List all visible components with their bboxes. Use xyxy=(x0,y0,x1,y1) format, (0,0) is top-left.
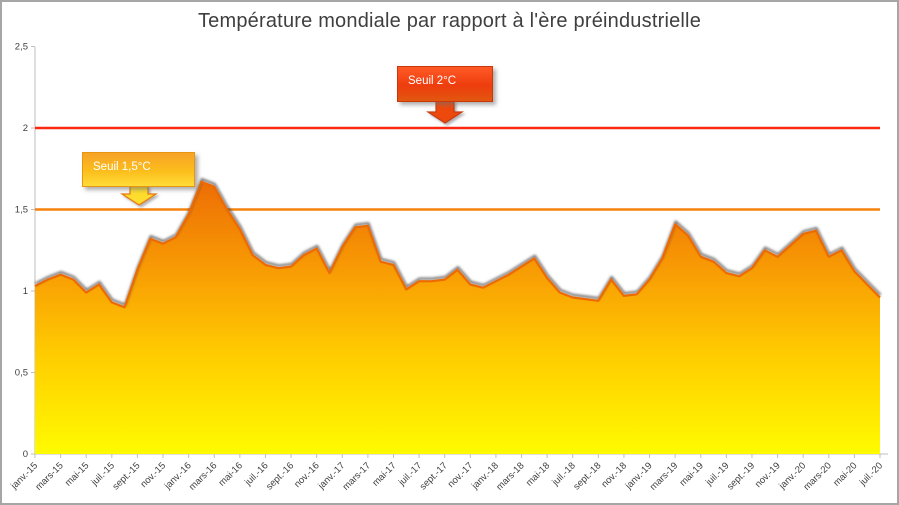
svg-text:mai-20: mai-20 xyxy=(831,460,859,488)
svg-text:1: 1 xyxy=(23,286,28,297)
svg-text:1,5: 1,5 xyxy=(15,205,28,216)
svg-text:mars-18: mars-18 xyxy=(494,460,526,492)
callout-seuil-2c-label: Seuil 2°C xyxy=(408,75,457,87)
temperature-series-line xyxy=(34,180,881,309)
callout-seuil-1-5c-label: Seuil 1,5°C xyxy=(93,161,151,173)
svg-text:sept.-15: sept.-15 xyxy=(110,460,142,492)
svg-text:0,5: 0,5 xyxy=(15,368,28,379)
svg-text:2,5: 2,5 xyxy=(15,42,28,53)
svg-text:mars-20: mars-20 xyxy=(801,460,833,492)
svg-text:mars-17: mars-17 xyxy=(341,460,373,492)
svg-text:mars-16: mars-16 xyxy=(187,460,219,492)
svg-text:mars-15: mars-15 xyxy=(33,460,65,492)
callout-seuil-2c: Seuil 2°C xyxy=(397,66,493,102)
svg-text:juil.-20: juil.-20 xyxy=(857,460,885,488)
svg-text:sept.-18: sept.-18 xyxy=(571,460,603,492)
svg-text:mai-15: mai-15 xyxy=(63,460,91,488)
temperature-area-series xyxy=(35,181,880,455)
svg-text:mars-19: mars-19 xyxy=(648,460,680,492)
svg-text:2: 2 xyxy=(23,123,28,134)
svg-text:0: 0 xyxy=(23,449,28,460)
down-arrow-1-5c-icon xyxy=(119,185,159,206)
svg-text:sept.-19: sept.-19 xyxy=(725,460,757,492)
svg-text:mai-17: mai-17 xyxy=(370,460,398,488)
svg-text:mai-16: mai-16 xyxy=(217,460,245,488)
svg-text:sept.-16: sept.-16 xyxy=(264,460,296,492)
svg-text:mai-19: mai-19 xyxy=(678,460,706,488)
svg-text:sept.-17: sept.-17 xyxy=(418,460,450,492)
svg-text:mai-18: mai-18 xyxy=(524,460,552,488)
callout-seuil-1-5c: Seuil 1,5°C xyxy=(82,152,195,187)
chart-title: Température mondiale par rapport à l'ère… xyxy=(197,10,702,32)
y-axis-labels: 0 0,5 1 1,5 2 2,5 xyxy=(15,42,35,460)
down-arrow-2c-icon xyxy=(425,100,465,124)
x-axis-labels: janv.-15mars-15mai-15juil.-15sept.-15nov… xyxy=(8,454,885,493)
